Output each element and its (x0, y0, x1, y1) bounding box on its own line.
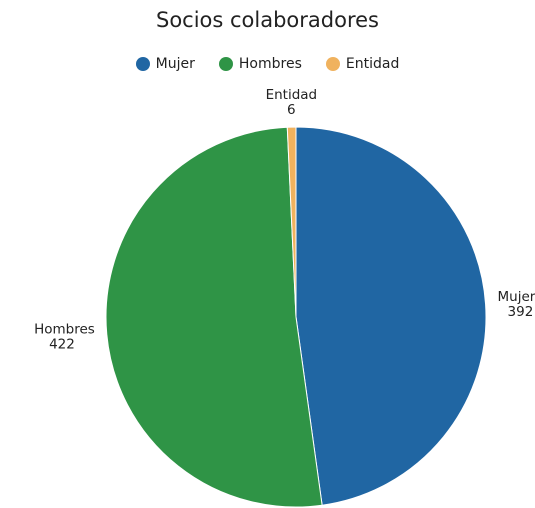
slice-label-value-hombres: 422 (49, 337, 75, 353)
legend-item-mujer[interactable]: Mujer (135, 56, 195, 72)
pie-slice-hombres[interactable] (105, 126, 323, 508)
slice-label-entidad: Entidad 6 (266, 87, 318, 118)
legend-label-mujer: Mujer (155, 56, 195, 72)
slice-label-value-mujer: 392 (508, 304, 534, 320)
slice-label-name-mujer: Mujer (498, 289, 535, 305)
legend-swatch-hombres (218, 57, 233, 71)
slice-label-mujer: Mujer 392 (498, 289, 535, 320)
legend-label-entidad: Entidad (345, 56, 400, 72)
pie-slices (105, 126, 487, 508)
slice-label-hombres: Hombres 422 (34, 322, 95, 353)
slice-label-name-hombres: Hombres (34, 322, 95, 338)
chart-legend: Mujer Hombres Entidad (0, 56, 535, 72)
chart-title: Socios colaboradores (155, 8, 379, 32)
legend-label-hombres: Hombres (238, 56, 302, 72)
pie-slice-mujer[interactable] (295, 126, 487, 506)
slice-label-name-entidad: Entidad (266, 87, 318, 103)
pie-labels: Mujer 392 Hombres 422 Entidad 6 (34, 87, 535, 352)
legend-swatch-mujer (135, 57, 150, 71)
legend-item-entidad[interactable]: Entidad (325, 56, 400, 72)
pie-slice-entidad[interactable] (286, 126, 297, 318)
slice-label-value-entidad: 6 (287, 102, 296, 118)
legend-item-hombres[interactable]: Hombres (218, 56, 302, 72)
legend-swatch-entidad (325, 57, 340, 71)
